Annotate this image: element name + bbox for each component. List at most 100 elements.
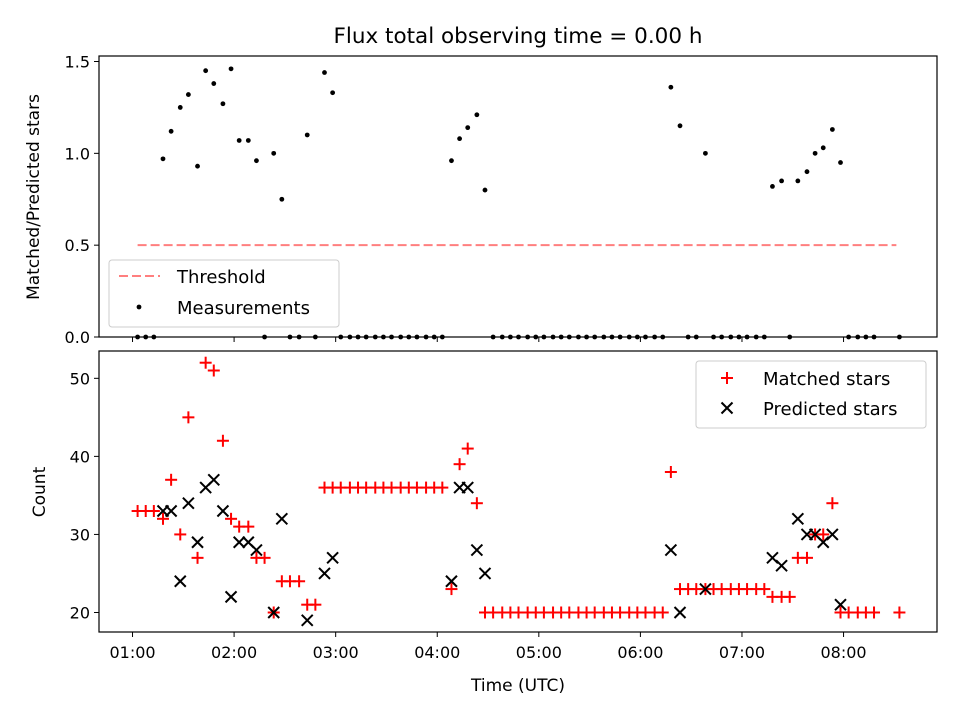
- legend-predicted-label: Predicted stars: [763, 399, 897, 420]
- matched-star-point: [656, 606, 669, 619]
- matched-star-point: [826, 497, 839, 510]
- matched-star-point: [156, 512, 169, 525]
- matched-star-point: [216, 434, 229, 447]
- predicted-star-point: [791, 512, 805, 526]
- legend-measurements-swatch: [136, 304, 142, 310]
- bottom-y-axis-label: Count: [30, 466, 50, 517]
- measurement-point: [779, 178, 784, 184]
- top-axes-frame: [98, 55, 938, 338]
- matched-star-point: [182, 411, 195, 424]
- matched-star-point: [758, 583, 771, 596]
- measurement-point: [829, 127, 835, 132]
- matched-star-point: [783, 590, 796, 603]
- predicted-star-point: [224, 590, 238, 604]
- measurement-point: [449, 158, 454, 164]
- top-legend: Threshold Measurements: [108, 259, 340, 328]
- bottom-y-tick-label: 20: [70, 603, 90, 622]
- top-legend-box: [108, 259, 340, 328]
- predicted-star-point: [216, 504, 230, 518]
- matched-star-point: [309, 598, 322, 611]
- x-tick-label: 08:00: [820, 643, 866, 662]
- matched-star-point: [461, 442, 474, 455]
- measurement-point: [812, 150, 818, 156]
- matched-star-point: [191, 551, 204, 564]
- measurement-point: [677, 123, 683, 129]
- measurement-point: [254, 158, 259, 164]
- measurement-point: [195, 163, 200, 169]
- matched-star-point: [868, 606, 881, 619]
- measurement-point: [160, 156, 166, 162]
- predicted-star-point: [318, 567, 331, 580]
- legend-matched-swatch: [721, 372, 733, 384]
- legend-measurements-label: Measurements: [177, 298, 310, 319]
- measurement-point: [236, 138, 242, 143]
- x-tick-label: 01:00: [109, 643, 155, 662]
- predicted-star-point: [267, 606, 280, 619]
- measurement-point: [482, 187, 488, 193]
- measurement-point: [820, 145, 826, 151]
- measurement-point: [185, 92, 191, 97]
- matched-star-point: [817, 528, 830, 541]
- x-tick-label: 04:00: [414, 643, 460, 662]
- predicted-star-point: [699, 582, 712, 596]
- top-y-axis-label: Matched/Predicted stars: [24, 94, 44, 300]
- measurement-point: [177, 105, 183, 110]
- x-tick-label: 02:00: [211, 643, 257, 662]
- top-y-tick-label: 0.0: [65, 328, 90, 347]
- predicted-star-point: [470, 543, 484, 557]
- measurement-point: [168, 128, 174, 134]
- matched-star-point: [147, 505, 160, 518]
- measurement-point: [838, 160, 843, 165]
- predicted-star-point: [182, 497, 195, 510]
- top-y-tick-label: 1.0: [65, 144, 90, 163]
- measurement-point: [203, 68, 209, 74]
- measurement-point: [330, 90, 336, 96]
- bottom-y-tick-label: 50: [70, 369, 90, 388]
- legend-predicted-marker: [720, 401, 734, 415]
- bottom-axes-frame: [98, 350, 938, 633]
- x-tick-label: 07:00: [719, 643, 765, 662]
- matched-star-point: [242, 520, 255, 533]
- measurement-point: [322, 70, 327, 75]
- predicted-star-point: [301, 614, 314, 627]
- predicted-star-point: [478, 567, 492, 580]
- predicted-star-point: [326, 551, 339, 565]
- matched-star-point: [470, 497, 483, 510]
- matched-star-point: [664, 465, 677, 478]
- measurement-point: [228, 66, 234, 72]
- predicted-star-point: [191, 536, 204, 549]
- chart-title: Flux total observing time = 0.00 h: [334, 24, 703, 49]
- top-y-tick-label: 0.5: [65, 236, 90, 255]
- legend-matched-label: Matched stars: [763, 369, 890, 390]
- measurement-point: [304, 132, 310, 138]
- measurement-point: [804, 169, 810, 175]
- bottom-legend-box: [695, 360, 927, 429]
- measurement-point: [271, 150, 277, 156]
- matched-star-point: [258, 551, 271, 564]
- bottom-legend: Matched stars Predicted stars: [695, 360, 927, 429]
- predicted-star-point: [250, 543, 263, 557]
- measurement-point: [474, 112, 480, 118]
- bottom-y-tick-label: 40: [70, 447, 90, 466]
- predicted-star-point: [445, 575, 458, 588]
- measurement-point: [279, 196, 285, 202]
- bottom-y-tick-label: 30: [70, 525, 90, 544]
- measurement-point: [668, 84, 674, 90]
- matched-star-point: [165, 473, 178, 486]
- measurement-point: [211, 81, 217, 86]
- x-tick-label: 03:00: [313, 643, 359, 662]
- bottom-axes: 20 30 40 50 01:00 02:00 03:00 04:00 05:00 06:00 0…: [30, 350, 938, 696]
- matched-star-point: [445, 583, 458, 596]
- predicted-star-point: [164, 504, 178, 518]
- x-tick-label: 05:00: [516, 643, 562, 662]
- matched-star-point: [199, 356, 212, 369]
- predicted-star-point: [834, 598, 847, 611]
- top-axes: 0.0 0.5 1.0 1.5 Matched/Predicted stars Thr…: [24, 53, 938, 347]
- top-y-tick-label: 1.5: [65, 53, 90, 72]
- predicted-star-point: [174, 575, 187, 588]
- predicted-star-point: [275, 512, 289, 526]
- x-tick-label: 06:00: [617, 643, 663, 662]
- matched-star-point: [207, 364, 220, 377]
